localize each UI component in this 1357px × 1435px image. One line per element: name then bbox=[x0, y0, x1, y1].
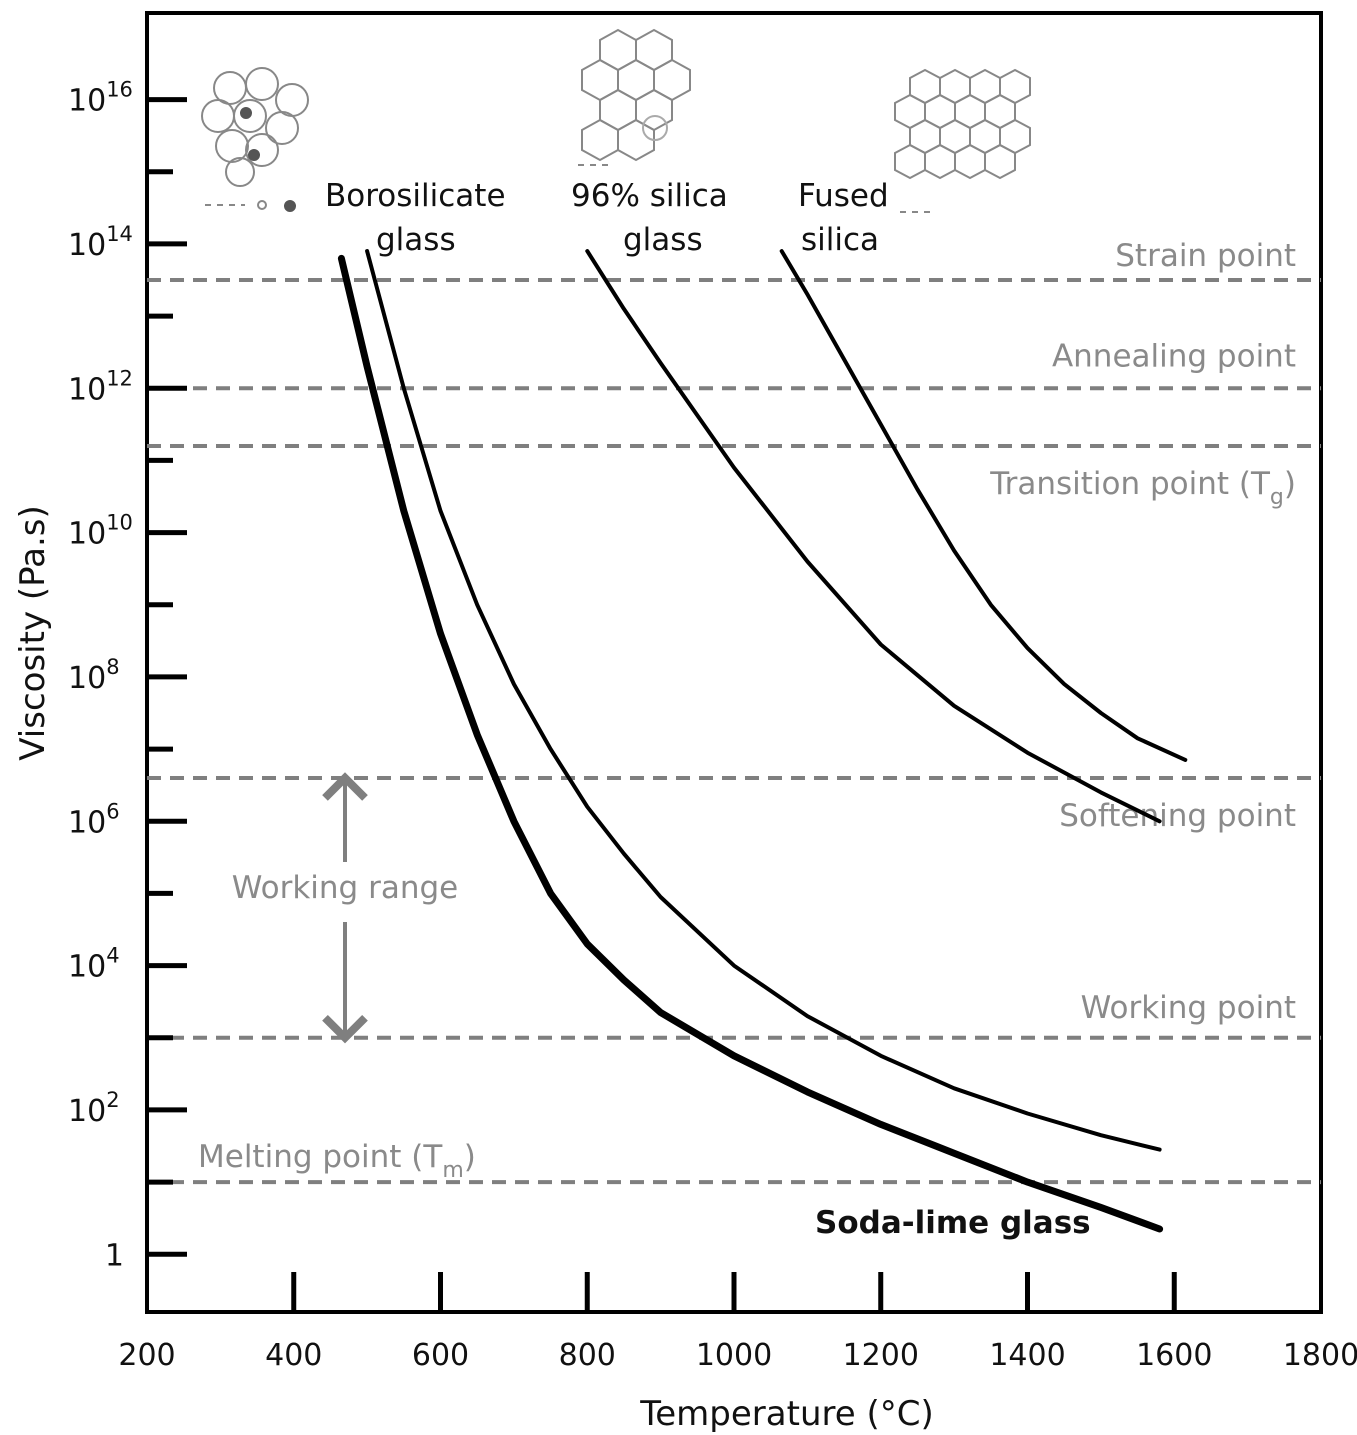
glass-structure-icons bbox=[201, 28, 1031, 213]
curves bbox=[337, 249, 1188, 1233]
y-tick-label-6: 106 bbox=[68, 799, 120, 840]
x-tick-label-1000: 1000 bbox=[696, 1338, 772, 1373]
y-tick-label-10: 1010 bbox=[68, 511, 133, 552]
silica96-label-line2: glass bbox=[623, 222, 703, 258]
x-tick-label-600: 600 bbox=[412, 1338, 469, 1373]
x-tick-label-200: 200 bbox=[118, 1338, 175, 1373]
working-range-arrowhead-up bbox=[322, 772, 368, 801]
y-tick-label-16: 1016 bbox=[68, 78, 133, 119]
axes: 200 400 600 800 1000 1200 1400 1600 1800 1 102 104 1… bbox=[68, 78, 1357, 1373]
x-tick-label-1400: 1400 bbox=[989, 1338, 1065, 1373]
fused-silica-label-line1: Fused bbox=[798, 178, 889, 214]
y-tick-label-2: 102 bbox=[68, 1088, 120, 1129]
plot-frame bbox=[145, 11, 1323, 1314]
x-tick-label-1600: 1600 bbox=[1136, 1338, 1212, 1373]
curve-soda-lime-glass bbox=[337, 254, 1164, 1233]
working-range-arrowhead-down bbox=[322, 1014, 368, 1044]
x-tick-label-400: 400 bbox=[265, 1338, 322, 1373]
x-axis-title: Temperature (°C) bbox=[639, 1394, 933, 1434]
y-tick-label-8: 108 bbox=[68, 655, 120, 696]
soda-lime-label: Soda-lime glass bbox=[815, 1205, 1091, 1241]
y-tick-label-0: 1 bbox=[105, 1238, 124, 1273]
borosilicate-label-line2: glass bbox=[376, 222, 456, 258]
series-labels: Borosilicate glass 96% silica glass Fuse… bbox=[325, 178, 1091, 1241]
borosilicate-label-line1: Borosilicate bbox=[325, 178, 506, 214]
working-range-marker: Working range bbox=[232, 772, 458, 1044]
reference-labels: Strain point Annealing point Transition po… bbox=[198, 238, 1296, 1183]
working-range-label: Working range bbox=[232, 870, 458, 906]
working-range-arrow bbox=[322, 772, 368, 1044]
y-tick-label-12: 1012 bbox=[68, 366, 133, 407]
fused-silica-structure-icon bbox=[894, 68, 1031, 213]
x-tick-label-800: 800 bbox=[559, 1338, 616, 1373]
silica96-structure-icon bbox=[578, 28, 691, 166]
working-point-label: Working point bbox=[1081, 990, 1296, 1026]
transition-point-label: Transition point (Tg) bbox=[989, 466, 1296, 510]
y-tick-label-4: 104 bbox=[68, 944, 120, 985]
x-tick-label-1800: 1800 bbox=[1283, 1338, 1357, 1373]
silica96-label-line1: 96% silica bbox=[571, 178, 728, 214]
y-tick-label-14: 1014 bbox=[68, 222, 133, 263]
melting-point-label: Melting point (Tm) bbox=[198, 1139, 476, 1183]
curve-96-silica-glass bbox=[585, 249, 1162, 824]
softening-point-label: Softening point bbox=[1059, 798, 1296, 834]
y-axis-title: Viscosity (Pa.s) bbox=[13, 505, 53, 760]
borosilicate-structure-icon bbox=[201, 67, 309, 212]
curve-borosilicate-glass bbox=[365, 249, 1162, 1152]
reference-lines bbox=[147, 278, 1321, 1185]
strain-point-label: Strain point bbox=[1115, 238, 1296, 274]
fused-silica-label-line2: silica bbox=[801, 222, 879, 258]
x-tick-label-1200: 1200 bbox=[843, 1338, 919, 1373]
annealing-point-label: Annealing point bbox=[1052, 338, 1296, 374]
curve-fused-silica bbox=[779, 249, 1188, 762]
